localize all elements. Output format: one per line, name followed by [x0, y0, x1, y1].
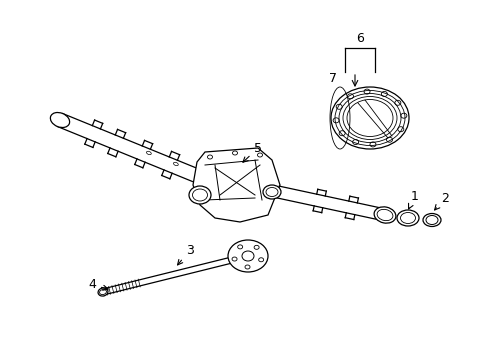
Ellipse shape	[330, 87, 408, 149]
Ellipse shape	[189, 186, 210, 204]
Text: 5: 5	[243, 141, 262, 162]
Text: 2: 2	[434, 192, 448, 210]
Ellipse shape	[98, 288, 108, 296]
Ellipse shape	[422, 213, 440, 226]
Text: 7: 7	[328, 72, 336, 85]
Text: 4: 4	[88, 279, 108, 292]
Text: 3: 3	[177, 243, 194, 265]
Polygon shape	[193, 148, 280, 222]
Ellipse shape	[227, 240, 267, 272]
Ellipse shape	[50, 112, 69, 127]
Text: 6: 6	[355, 32, 363, 45]
Ellipse shape	[396, 210, 418, 226]
Text: 1: 1	[407, 189, 418, 209]
Ellipse shape	[263, 185, 281, 199]
Ellipse shape	[373, 207, 395, 223]
